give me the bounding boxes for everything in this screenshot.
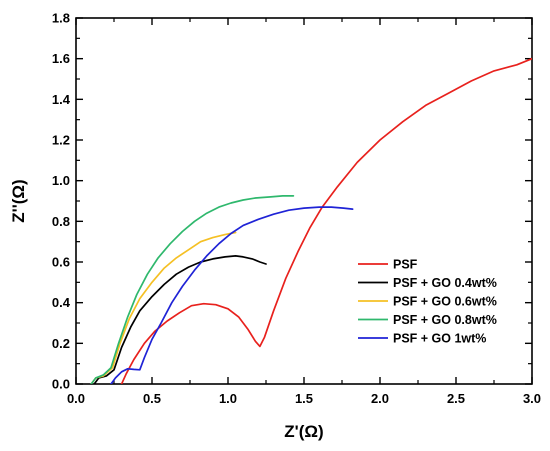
y-tick-label: 0.0 <box>52 377 70 392</box>
y-tick-label: 0.6 <box>52 255 70 270</box>
series-line-0 <box>120 57 532 384</box>
series-line-3 <box>90 195 295 384</box>
plot-frame <box>75 17 533 385</box>
x-tick-label: 1.0 <box>219 391 237 406</box>
y-tick-label: 1.2 <box>52 133 70 148</box>
data-series <box>90 57 532 384</box>
y-tick-label: 0.4 <box>52 295 71 310</box>
y-axis-title: Z''(Ω) <box>9 179 28 222</box>
y-tick-label: 1.4 <box>52 92 71 107</box>
x-tick-label: 1.5 <box>295 391 313 406</box>
legend-label-1: PSF + GO 0.4wt% <box>393 276 497 290</box>
legend-label-4: PSF + GO 1wt% <box>393 332 486 346</box>
legend-label-2: PSF + GO 0.6wt% <box>393 295 497 309</box>
legend-label-0: PSF <box>393 258 418 272</box>
series-line-1 <box>93 255 267 384</box>
axis-tick-labels: 0.0 0.5 1.0 1.5 2.0 2.5 3.0 0.0 0.2 0.4 0.6 0.8 1.0 1… <box>52 11 541 407</box>
x-tick-label: 0.0 <box>67 391 85 406</box>
plot-border <box>75 17 533 385</box>
x-tick-label: 3.0 <box>523 391 541 406</box>
legend: PSF PSF + GO 0.4wt% PSF + GO 0.6wt% PSF + G… <box>358 258 497 346</box>
axis-ticks <box>75 17 533 385</box>
x-axis-title: Z'(Ω) <box>284 422 323 441</box>
x-tick-label: 0.5 <box>143 391 161 406</box>
y-tick-label: 1.0 <box>52 173 70 188</box>
x-tick-label: 2.5 <box>447 391 465 406</box>
y-tick-label: 0.8 <box>52 214 70 229</box>
y-tick-label: 1.8 <box>52 11 70 26</box>
y-tick-label: 0.2 <box>52 336 70 351</box>
series-line-4 <box>110 206 354 384</box>
x-tick-label: 2.0 <box>371 391 389 406</box>
legend-label-3: PSF + GO 0.8wt% <box>393 313 497 327</box>
y-tick-label: 1.6 <box>52 51 70 66</box>
